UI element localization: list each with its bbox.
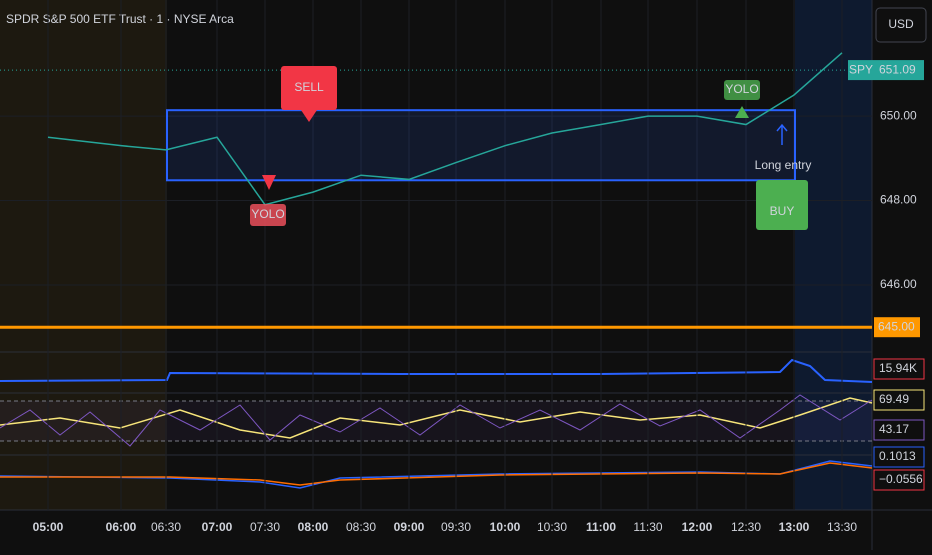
x-tick-label: 08:00 (298, 520, 329, 534)
chart-title: SPDR S&P 500 ETF Trust · 1 · NYSE Arca (6, 12, 234, 26)
postmarket-shade (795, 0, 872, 510)
last-price-label: 651.09 (879, 62, 916, 76)
premarket-shade (0, 0, 167, 510)
yolo-arrow (262, 175, 276, 190)
x-tick-label: 12:00 (682, 520, 713, 534)
signal-line (0, 462, 873, 486)
rsi-band (0, 401, 872, 441)
buy-box (756, 180, 808, 230)
sell-arrow (301, 110, 317, 122)
rsi-ma (0, 397, 873, 439)
currency[interactable]: USD (888, 17, 914, 31)
x-tick-label: 05:00 (33, 520, 64, 534)
x-tick-label: 13:00 (779, 520, 810, 534)
currency-button[interactable] (875, 7, 927, 43)
x-tick-label: 11:00 (586, 520, 616, 534)
rsi-line (0, 394, 873, 447)
x-tick-label: 08:30 (346, 520, 376, 534)
sell-label: SELL (294, 80, 324, 94)
y-tick-label: 648.00 (880, 193, 917, 207)
indicator-tag (873, 419, 925, 441)
indicator-label: 43.17 (879, 422, 909, 436)
symbol-tag (848, 60, 874, 81)
x-tick-label: 07:30 (250, 520, 280, 534)
entry-label: Long entry (755, 158, 812, 172)
sell-box (281, 66, 337, 110)
macd-line (0, 460, 873, 489)
yolo-label: YOLO (725, 82, 758, 96)
x-tick-label: 13:30 (827, 520, 857, 534)
x-tick-label: 10:00 (490, 520, 521, 534)
yolo-box (724, 80, 760, 100)
x-tick-label: 10:30 (537, 520, 567, 534)
zone-box (166, 109, 796, 182)
indicator-label: 0.1013 (879, 449, 916, 463)
yolo-arrow (735, 106, 749, 118)
level-label: 645.00 (878, 319, 915, 333)
x-tick-label: 09:00 (394, 520, 425, 534)
x-tick-label: 07:00 (202, 520, 233, 534)
buy-label: BUY (770, 204, 795, 218)
yolo-label: YOLO (251, 207, 284, 221)
x-tick-label: 09:30 (441, 520, 471, 534)
indicator-label: 15.94K (879, 361, 917, 375)
x-tick-label: 11:30 (633, 520, 662, 534)
y-tick-label: 650.00 (880, 108, 917, 122)
x-tick-label: 12:30 (731, 520, 761, 534)
y-tick-label: 646.00 (880, 277, 917, 291)
x-tick-label: 06:00 (106, 520, 137, 534)
indicator-tag (873, 389, 925, 411)
level-tag (874, 317, 920, 338)
symbol-label: SPY (849, 62, 873, 76)
volume-ma (0, 358, 873, 383)
indicator-tag (873, 358, 925, 380)
indicator-tag (873, 446, 925, 468)
price-line (47, 52, 843, 206)
indicator-label: 69.49 (879, 392, 909, 406)
indicator-tag (873, 469, 925, 491)
entry-arrow (776, 123, 788, 145)
indicator-label: −0.0556 (879, 472, 923, 486)
x-tick-label: 06:30 (151, 520, 181, 534)
yolo-box (250, 204, 286, 226)
price-tag (874, 60, 924, 81)
